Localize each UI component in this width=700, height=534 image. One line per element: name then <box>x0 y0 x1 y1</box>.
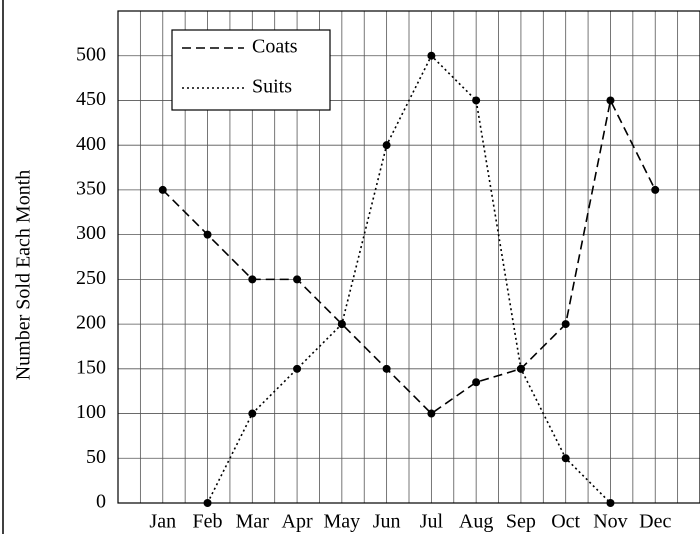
point <box>248 275 257 284</box>
x-tick-label: Oct <box>551 511 580 533</box>
x-tick-label: Jan <box>149 511 176 533</box>
x-tick-label: Jul <box>420 511 444 533</box>
y-tick-label: 250 <box>76 267 106 289</box>
y-tick-label: 400 <box>76 133 106 155</box>
series-line <box>162 98 656 415</box>
point <box>427 409 436 418</box>
x-tick-label: Dec <box>639 511 671 533</box>
x-tick-label: Aug <box>459 511 493 533</box>
point <box>516 364 525 373</box>
y-tick-label: 500 <box>76 43 106 65</box>
point <box>293 364 302 373</box>
x-tick-label: Sep <box>506 511 536 533</box>
point <box>606 96 615 105</box>
point <box>337 320 346 329</box>
y-tick-label: 350 <box>76 178 106 200</box>
legend-label: Suits <box>252 76 292 98</box>
y-tick-label: 0 <box>96 491 106 513</box>
plot-frame <box>117 10 700 504</box>
x-tick-label: Nov <box>593 511 627 533</box>
point <box>427 51 436 60</box>
legend-label: Coats <box>252 36 298 58</box>
point <box>606 499 615 507</box>
y-tick-label: 150 <box>76 356 106 378</box>
point <box>293 275 302 284</box>
x-tick-label: Feb <box>193 511 223 533</box>
y-tick-label: 100 <box>76 401 106 423</box>
y-tick-label: 450 <box>76 88 106 110</box>
point <box>248 409 257 418</box>
point <box>382 141 391 150</box>
x-tick-label: Jun <box>373 511 401 533</box>
point <box>561 320 570 329</box>
point <box>382 364 391 373</box>
y-tick-label: 200 <box>76 312 106 334</box>
y-tick-label: 50 <box>86 446 106 468</box>
series-line <box>206 54 612 504</box>
point <box>158 185 167 194</box>
point <box>561 454 570 463</box>
point <box>472 96 481 105</box>
x-tick-label: Mar <box>236 511 270 533</box>
x-tick-label: Apr <box>282 511 313 533</box>
x-tick-label: May <box>324 511 361 533</box>
point <box>472 378 481 387</box>
y-tick-label: 300 <box>76 222 106 244</box>
legend-box <box>171 29 331 111</box>
point <box>203 230 212 239</box>
y-axis-label: Number Sold Each Month <box>13 170 35 381</box>
point <box>651 185 660 194</box>
point <box>203 499 212 507</box>
